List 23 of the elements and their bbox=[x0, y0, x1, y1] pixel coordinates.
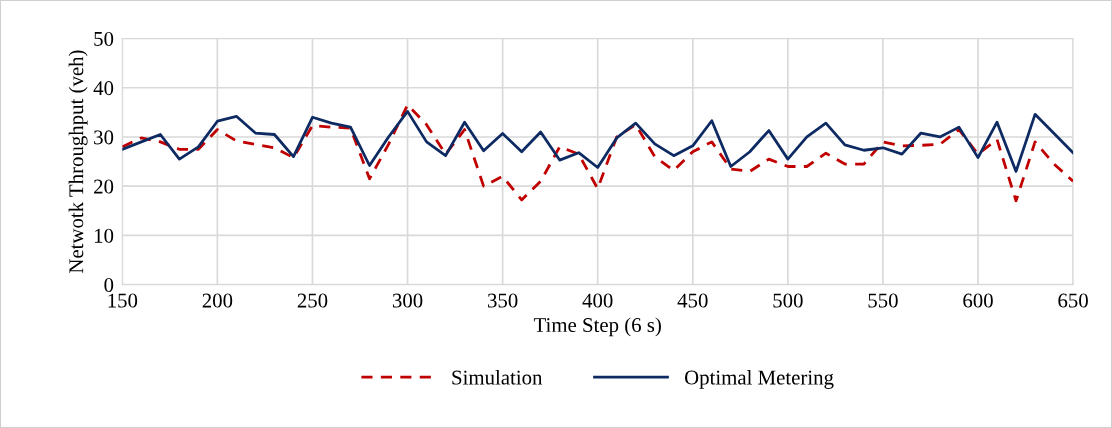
y-tick-label: 50 bbox=[94, 31, 114, 46]
y-tick-label: 30 bbox=[94, 130, 114, 145]
x-tick-label: 400 bbox=[582, 293, 613, 308]
x-tick-label: 600 bbox=[963, 293, 993, 308]
y-tick-label: 0 bbox=[104, 277, 114, 293]
legend-label: Simulation bbox=[452, 369, 543, 385]
x-tick-label: 650 bbox=[1058, 293, 1088, 308]
x-tick-label: 150 bbox=[108, 293, 138, 308]
line-series bbox=[122, 109, 1074, 173]
line-series bbox=[122, 103, 1074, 203]
x-tick-label: 350 bbox=[488, 293, 518, 308]
y-tick-label: 20 bbox=[94, 179, 114, 194]
y-tick-label: 40 bbox=[93, 81, 114, 96]
x-tick-label: 450 bbox=[677, 293, 708, 308]
x-tick-label: 300 bbox=[392, 293, 423, 308]
y-axis-title: Netwotk Throughput (veh) bbox=[68, 50, 88, 274]
x-tick-label: 200 bbox=[202, 293, 233, 308]
x-tick-label: 500 bbox=[773, 293, 803, 308]
x-tick-label: 550 bbox=[868, 293, 898, 308]
legend-label: Optimal Metering bbox=[684, 369, 834, 389]
y-tick-label: 10 bbox=[94, 228, 114, 243]
x-tick-label: 250 bbox=[297, 293, 328, 308]
x-axis-title: Time Step (6 s) bbox=[533, 317, 661, 337]
